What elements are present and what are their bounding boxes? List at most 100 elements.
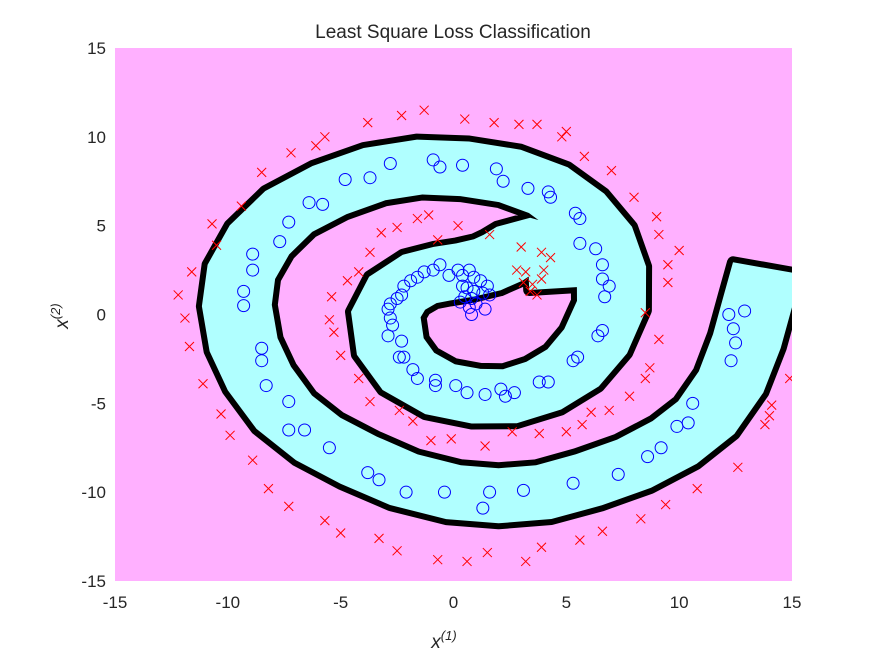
positive-point [428,379,442,393]
negative-point [561,426,572,437]
negative-point [480,441,490,451]
positive-point [298,423,312,437]
negative-point [534,428,545,439]
positive-point [507,386,521,400]
positive-point [478,387,492,401]
positive-point [686,396,700,410]
negative-point [575,535,585,545]
positive-point [395,288,409,302]
y-tick-label: -10 [81,483,106,502]
x-tick-label: 0 [449,593,458,612]
negative-point [525,286,536,297]
positive-point [532,375,546,389]
positive-point [392,350,406,364]
positive-point [681,416,695,430]
positive-point [383,297,397,311]
negative-point [520,556,531,567]
negative-point [561,126,572,137]
negative-point [692,483,703,494]
positive-point [237,284,251,298]
positive-point [449,379,463,393]
negative-point [516,242,527,252]
x-tick-label: 15 [783,593,802,612]
negative-point [663,259,673,270]
negative-point [518,277,529,288]
positive-point [302,196,316,210]
positive-point [383,311,397,325]
negative-point [446,434,457,444]
negative-point [225,430,235,441]
positive-point [437,485,451,499]
positive-point [462,263,476,277]
positive-point [654,441,668,455]
negative-point [663,277,673,288]
x-tick-label: -10 [216,593,241,612]
positive-point [406,363,420,377]
positive-point [456,158,470,172]
negative-point [536,542,547,553]
negative-point [624,391,635,402]
negative-point [263,483,274,494]
positive-region [201,139,792,524]
plot-area [115,48,792,581]
positive-point [568,206,582,220]
negative-point [432,235,443,245]
positive-point [738,304,752,318]
positive-point [589,242,603,256]
negative-point [374,533,384,544]
x-tick-label: 10 [670,593,689,612]
negative-point [766,400,777,410]
negative-point [629,192,639,203]
positive-points [237,153,752,515]
positive-point [399,485,413,499]
positive-point [372,473,386,487]
negative-point [577,419,587,430]
negative-point [247,455,258,466]
y-axis-ticks: -15 -10 -5 0 5 10 15 [81,39,106,591]
positive-point [494,382,508,396]
negative-point [484,229,495,240]
y-axis-label: x(2) [48,303,73,329]
negative-point [604,405,615,416]
positive-point [417,265,431,279]
negative-point [211,240,222,251]
negative-point [597,526,608,537]
negative-point [660,499,671,510]
positive-point [383,156,397,170]
positive-point [237,299,251,313]
positive-point [397,279,411,293]
negative-point [342,275,353,286]
positive-point [453,295,467,309]
positive-point [483,485,497,499]
positive-point [544,190,558,204]
negative-point [396,110,407,121]
positive-point [426,263,440,277]
negative-point [186,267,197,277]
negative-point [760,419,770,430]
negative-point [640,373,651,384]
positive-point [611,467,625,481]
positive-point [516,483,530,497]
positive-point [410,371,424,385]
positive-point [595,323,609,337]
negative-point [453,220,463,231]
negative-point [362,117,373,128]
x-tick-label: -15 [103,593,128,612]
positive-point [316,197,330,211]
negative-point [514,119,524,130]
positive-point [381,329,395,343]
y-tick-label: 0 [97,306,106,325]
negative-point [536,274,547,284]
positive-point [467,284,481,298]
positive-point [410,270,424,284]
negative-point [392,545,402,556]
negative-point [651,211,662,222]
positive-point [361,466,375,480]
positive-point [282,395,296,409]
negative-point [507,426,518,437]
negative-point [353,267,364,277]
negative-point [216,409,226,419]
negative-point [198,378,208,389]
negative-point [654,334,664,345]
positive-point [381,302,395,316]
